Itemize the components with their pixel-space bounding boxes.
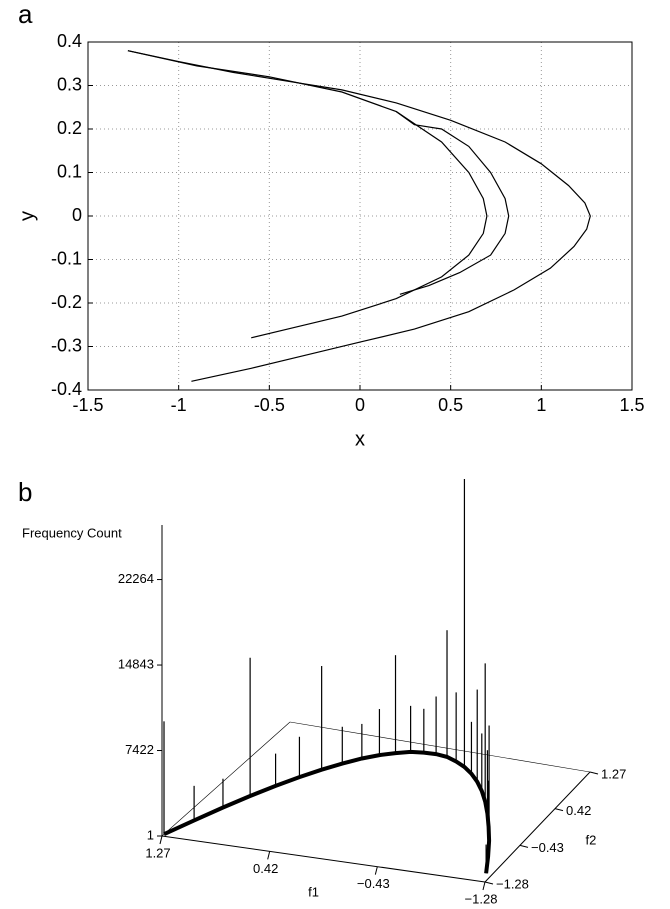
tick-mark — [589, 771, 599, 775]
y-tick-label: 1.27 — [601, 766, 626, 781]
x-tick-label: −1.28 — [465, 891, 498, 906]
axis-line — [161, 835, 486, 883]
z-tick-label: 7422 — [125, 742, 154, 757]
attractor-curve — [395, 111, 510, 295]
box-edge — [289, 721, 591, 773]
tick-mark — [484, 881, 494, 885]
y-tick-label: -0.2 — [51, 292, 82, 312]
tick-mark — [519, 844, 529, 848]
x-axis-label: f1 — [308, 884, 319, 899]
y-tick-label: 0.1 — [57, 161, 82, 181]
tick-mark — [482, 881, 486, 891]
x-tick-label: 1.5 — [619, 395, 644, 415]
tick-mark — [374, 866, 378, 875]
x-tick-label: -1 — [171, 395, 187, 415]
z-axis-label: Frequency Count — [22, 525, 122, 540]
x-tick-label: 1 — [536, 395, 546, 415]
tick-mark — [159, 835, 163, 845]
x-tick-label: 0 — [355, 395, 365, 415]
x-tick-label: 0.5 — [438, 395, 463, 415]
axis-line — [484, 771, 591, 883]
y-tick-label: -0.3 — [51, 335, 82, 355]
y-tick-label: 0.4 — [57, 31, 82, 51]
z-tick-label: 22264 — [118, 571, 154, 586]
y-tick-label: -0.1 — [51, 248, 82, 268]
z-tick-label: 1 — [147, 827, 154, 842]
z-tick-label: 14843 — [118, 656, 154, 671]
panel-label: b — [18, 477, 32, 507]
x-tick-label: -0.5 — [254, 395, 285, 415]
x-tick-label: -1.5 — [72, 395, 103, 415]
y-axis-label: f2 — [586, 832, 597, 847]
y-axis-label: y — [16, 211, 38, 221]
x-tick-label: 0.42 — [253, 861, 278, 876]
y-tick-label: -0.4 — [51, 379, 82, 399]
panel-label: a — [18, 0, 33, 29]
y-tick-label: 0.3 — [57, 74, 82, 94]
plot-frame — [87, 41, 633, 391]
x-axis-label: x — [355, 428, 365, 450]
y-tick-label: 0.42 — [566, 803, 591, 818]
tick-mark — [267, 851, 271, 860]
y-tick-label: −1.28 — [496, 876, 529, 891]
attractor-curve — [127, 50, 488, 339]
x-tick-label: −0.43 — [357, 876, 390, 891]
y-tick-label: −0.43 — [531, 840, 564, 855]
x-tick-label: 1.27 — [145, 845, 170, 860]
attractor-curve — [127, 50, 591, 382]
y-tick-label: 0 — [72, 205, 82, 225]
box-edge — [161, 721, 291, 837]
y-tick-label: 0.2 — [57, 118, 82, 138]
tick-mark — [554, 808, 564, 812]
